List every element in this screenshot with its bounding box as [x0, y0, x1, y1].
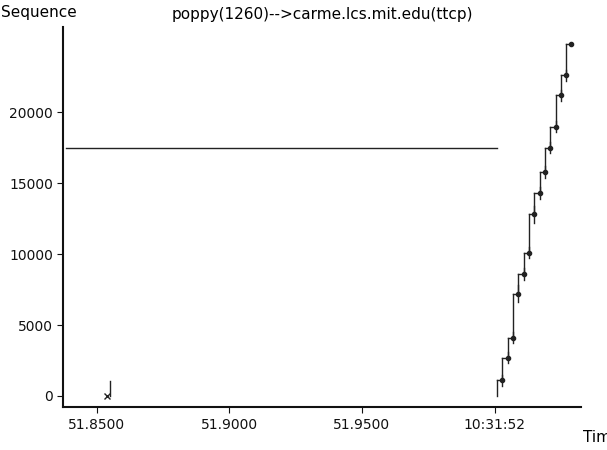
X-axis label: Time: Time	[583, 430, 607, 445]
Y-axis label: Sequence: Sequence	[1, 4, 77, 20]
Title: poppy(1260)-->carme.lcs.mit.edu(ttcp): poppy(1260)-->carme.lcs.mit.edu(ttcp)	[171, 7, 473, 22]
